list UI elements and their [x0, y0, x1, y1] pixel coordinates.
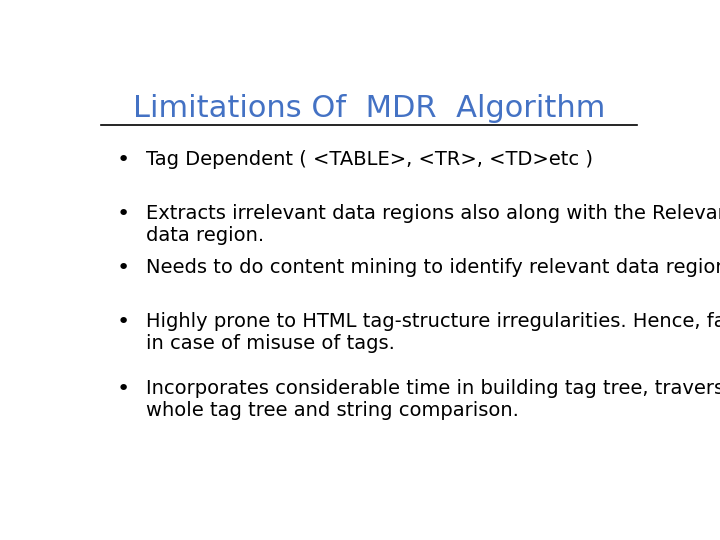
- Text: Limitations Of  MDR  Algorithm: Limitations Of MDR Algorithm: [132, 94, 606, 123]
- Text: Extracts irrelevant data regions also along with the Relevant
data region.: Extracts irrelevant data regions also al…: [145, 204, 720, 245]
- Text: •: •: [117, 150, 130, 170]
- Text: •: •: [117, 379, 130, 399]
- Text: Highly prone to HTML tag-structure irregularities. Hence, fails
in case of misus: Highly prone to HTML tag-structure irreg…: [145, 312, 720, 353]
- Text: •: •: [117, 312, 130, 332]
- Text: •: •: [117, 204, 130, 224]
- Text: Needs to do content mining to identify relevant data region.: Needs to do content mining to identify r…: [145, 258, 720, 277]
- Text: •: •: [117, 258, 130, 278]
- Text: Tag Dependent ( <TABLE>, <TR>, <TD>etc ): Tag Dependent ( <TABLE>, <TR>, <TD>etc ): [145, 150, 593, 169]
- Text: Incorporates considerable time in building tag tree, traversing
whole tag tree a: Incorporates considerable time in buildi…: [145, 379, 720, 420]
